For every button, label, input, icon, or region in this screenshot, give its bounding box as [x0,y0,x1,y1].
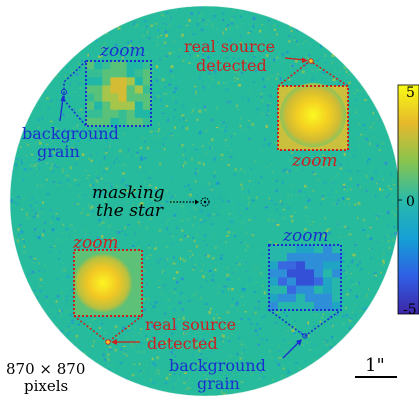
grain-label-bottom-right: grain [197,374,240,393]
detect-arrow-top-right [284,57,306,61]
scale-bar-label: 1" [365,355,385,376]
zoom-label-top-left: zoom [99,41,146,61]
zoom-label-top-right: zoom [291,151,338,171]
grain-arrow-top-left [59,97,64,122]
detected-label-top: detected [196,56,267,75]
zoom-panel-top-left [61,60,152,127]
real-source-label-bottom: real source [145,315,236,334]
detect-arrow-top-right-head [302,57,308,63]
masking-arrow-head [195,199,199,205]
detect-arrow-bottom-left-head [111,339,117,345]
grain-label-top-left: grain [37,142,80,161]
colorbar-tick-min: -5 [403,302,417,318]
masked-star-marker [200,197,210,207]
zoom-panel-top-right [277,58,349,151]
grain-arrow-bottom-right [282,341,300,359]
zoom-panel-bottom-left [73,249,143,345]
colorbar-tick-max: 5 [406,85,415,101]
detected-label-bottom: detected [147,334,218,353]
the-star-label: the star [96,201,164,221]
pixels-word-label: pixels [24,377,68,395]
zoom-label-bottom-right: zoom [282,226,329,246]
background-grain-label-top-left: background [22,124,119,143]
real-source-label-top: real source [184,37,275,56]
grain-arrow-bottom-right-head [296,339,302,346]
grain-arrow-top-left-head [60,95,66,102]
masking-label: masking [92,183,165,203]
colorbar: 5 0 -5 [397,84,419,318]
background-grain-label-bottom-right: background [169,356,266,375]
zoom-label-bottom-left: zoom [72,233,119,253]
colorbar-tick-zero: 0 [406,194,415,210]
pixel-dims-label: 870 × 870 [6,360,85,378]
zoom-panel-bottom-right [268,244,342,339]
